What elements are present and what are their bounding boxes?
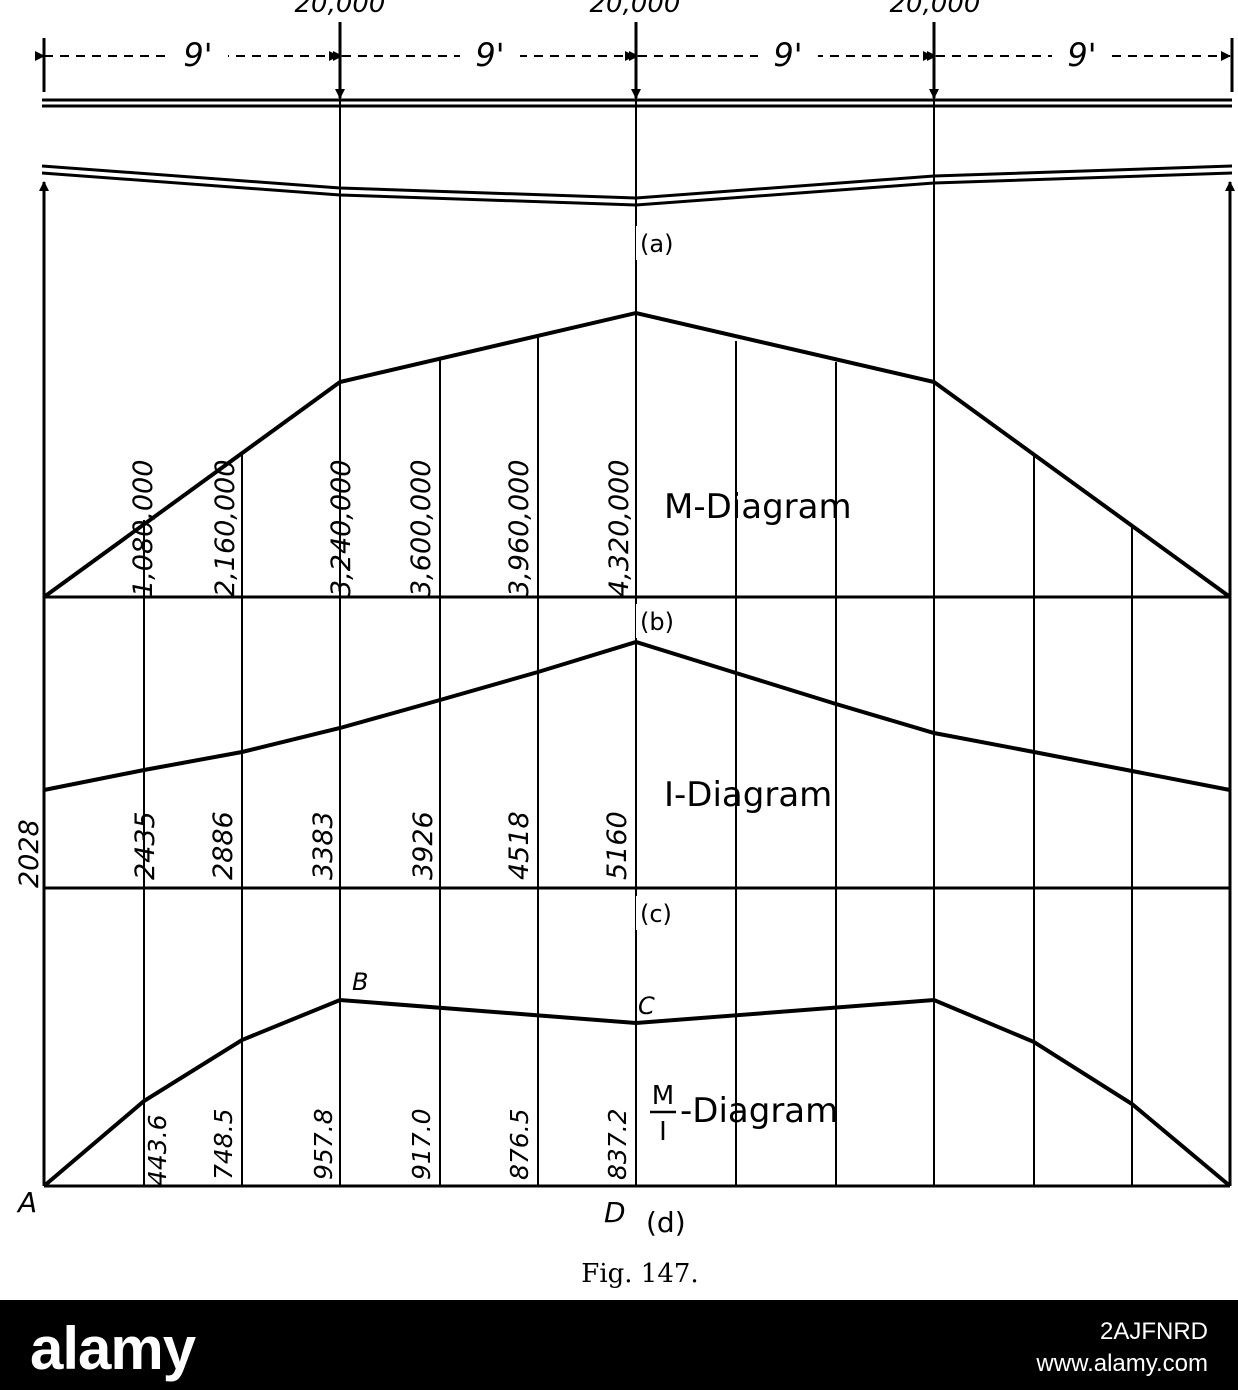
label-b-bg bbox=[636, 604, 690, 638]
mi-value-5: 876.5 bbox=[505, 1108, 534, 1180]
load-label-3: 20,000 bbox=[890, 0, 981, 19]
span-label-1: 9' bbox=[183, 36, 212, 74]
mi-value-6: 837.2 bbox=[603, 1108, 632, 1180]
i-value-2: 2435 bbox=[130, 811, 161, 880]
m-value-3: 3,240,000 bbox=[326, 460, 357, 597]
label-a-bg bbox=[636, 226, 688, 260]
i-value-1: 2028 bbox=[14, 819, 45, 888]
point-label-c: C bbox=[638, 992, 655, 1020]
mi-value-4: 917.0 bbox=[407, 1108, 436, 1180]
m-value-5: 3,960,000 bbox=[504, 460, 535, 597]
load-label-1: 20,000 bbox=[295, 0, 386, 19]
watermark-banner: alamy 2AJFNRD www.alamy.com bbox=[0, 1300, 1238, 1390]
m-value-2: 2,160,000 bbox=[210, 460, 241, 597]
m-value-4: 3,600,000 bbox=[406, 460, 437, 597]
i-value-7: 5160 bbox=[602, 811, 633, 880]
span-label-bg-2 bbox=[460, 36, 520, 72]
image-code: 2AJFNRD bbox=[1099, 1318, 1208, 1345]
watermark-url: www.alamy.com bbox=[1036, 1350, 1208, 1377]
span-label-bg-3 bbox=[758, 36, 818, 72]
mi-diagram-title: -Diagram bbox=[680, 1091, 838, 1131]
label-c: (c) bbox=[640, 900, 672, 928]
point-label-d: D bbox=[604, 1196, 626, 1229]
m-diagram-title: M-Diagram bbox=[664, 487, 852, 527]
figure-caption: Fig. 147. bbox=[581, 1259, 698, 1289]
mi-value-2: 748.5 bbox=[209, 1108, 238, 1180]
i-value-4: 3383 bbox=[308, 811, 339, 880]
alamy-logo: alamy bbox=[30, 1315, 196, 1382]
span-label-bg-1 bbox=[168, 36, 228, 72]
i-value-3: 2886 bbox=[208, 811, 239, 880]
load-label-2: 20,000 bbox=[590, 0, 681, 19]
i-diagram-title: I-Diagram bbox=[664, 775, 832, 815]
label-d: (d) bbox=[646, 1206, 686, 1239]
mi-diagram-curve bbox=[42, 997, 1232, 1188]
m-value-6: 4,320,000 bbox=[604, 460, 635, 597]
m-diagram-curve bbox=[42, 310, 1232, 599]
point-label-b: B bbox=[352, 968, 368, 996]
i-value-5: 3926 bbox=[408, 811, 439, 880]
i-diagram-curve bbox=[43, 639, 1231, 792]
label-b: (b) bbox=[640, 608, 674, 636]
mi-value-3: 957.8 bbox=[309, 1108, 338, 1180]
mi-value-1: 443.6 bbox=[143, 1114, 172, 1186]
beam-diagram-svg: 20,000 20,000 20,000 9' 9' 9' 9' (a) bbox=[14, 0, 1235, 1289]
span-label-3: 9' bbox=[773, 36, 802, 74]
point-label-a: A bbox=[16, 1186, 37, 1219]
i-value-6: 4518 bbox=[504, 811, 535, 880]
m-value-1: 1,080,000 bbox=[128, 460, 159, 597]
span-label-2: 9' bbox=[475, 36, 504, 74]
label-a: (a) bbox=[640, 230, 673, 258]
span-label-4: 9' bbox=[1067, 36, 1096, 74]
label-c-bg bbox=[636, 896, 688, 930]
mi-diagram-denominator: I bbox=[659, 1117, 667, 1147]
span-label-bg-4 bbox=[1052, 36, 1112, 72]
mi-diagram-numerator: M bbox=[652, 1081, 674, 1111]
beam-figure: 20,000 20,000 20,000 9' 9' 9' 9' (a) bbox=[14, 0, 1235, 1289]
